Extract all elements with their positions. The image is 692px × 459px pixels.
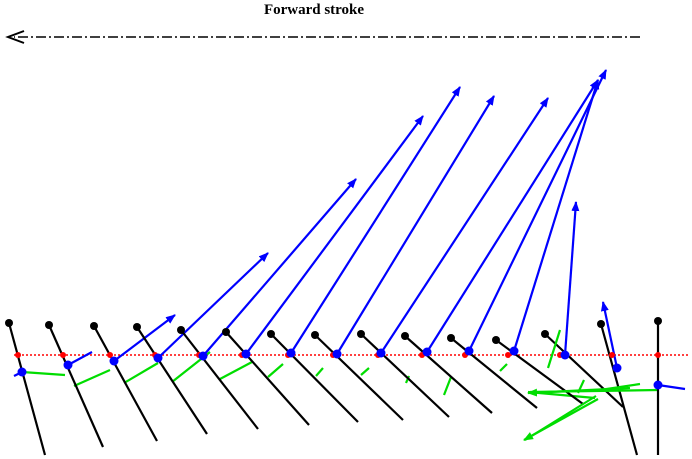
top-joint-marker xyxy=(357,330,365,338)
body-segment xyxy=(7,322,47,456)
body-segment xyxy=(544,333,624,408)
body-segment xyxy=(47,324,105,448)
body-segment xyxy=(404,335,493,414)
pivot-marker xyxy=(422,347,432,357)
frame-11 xyxy=(447,69,607,409)
pivot-marker xyxy=(286,348,296,358)
force-vector xyxy=(600,301,619,369)
pivot-marker xyxy=(509,346,519,356)
body-segment xyxy=(270,333,359,423)
body-segment xyxy=(180,329,259,430)
top-joint-marker xyxy=(492,336,500,344)
direction-arrow xyxy=(5,30,640,44)
reference-marker xyxy=(655,352,661,358)
top-joint-marker xyxy=(267,330,275,338)
force-vector xyxy=(657,383,686,391)
top-joint-marker xyxy=(597,320,605,328)
green-tick-2 xyxy=(599,382,641,392)
green-vector xyxy=(546,329,562,369)
frame-5 xyxy=(177,178,357,430)
pivot-marker xyxy=(63,360,73,370)
body-segment xyxy=(495,339,584,405)
green-vector xyxy=(123,362,159,384)
force-vector xyxy=(380,97,549,354)
pivot-marker xyxy=(464,346,474,356)
pivot-marker xyxy=(332,349,342,359)
top-joint-marker xyxy=(133,323,141,331)
reference-marker xyxy=(107,352,113,358)
top-joint-marker xyxy=(5,319,13,327)
force-vector xyxy=(157,252,269,359)
green-vector xyxy=(360,367,370,376)
top-joint-marker xyxy=(222,328,230,336)
frame-13 xyxy=(524,201,624,441)
green-vector xyxy=(267,363,284,378)
frame-1 xyxy=(5,319,66,456)
top-joint-marker xyxy=(541,330,549,338)
frame-7 xyxy=(267,86,461,423)
frame-15 xyxy=(529,317,686,455)
top-joint-marker xyxy=(90,322,98,330)
force-vector xyxy=(468,69,607,352)
pivot-marker xyxy=(241,349,251,359)
body-segment xyxy=(225,331,310,426)
frame-6 xyxy=(222,115,424,426)
pivot-marker xyxy=(153,353,163,363)
body-segment xyxy=(93,325,158,442)
top-joint-marker xyxy=(45,321,53,329)
direction-arrow-head xyxy=(5,30,25,44)
pivot-marker xyxy=(198,351,208,361)
body-segment xyxy=(314,334,404,421)
force-vector xyxy=(202,178,357,357)
body-segment xyxy=(136,326,208,435)
green-arrow-2 xyxy=(523,398,599,441)
pivot-marker xyxy=(109,356,119,366)
frame-10 xyxy=(401,79,599,414)
reference-marker xyxy=(505,352,511,358)
green-vector xyxy=(404,375,411,384)
force-vector xyxy=(336,95,495,355)
body-segment xyxy=(360,333,450,418)
green-vector xyxy=(315,367,324,377)
pivot-marker xyxy=(376,348,386,358)
frame-3 xyxy=(90,314,176,442)
frame-8 xyxy=(311,95,495,421)
frame-4 xyxy=(133,252,269,435)
force-vector xyxy=(67,351,93,366)
top-joint-marker xyxy=(311,331,319,339)
top-joint-marker xyxy=(447,334,455,342)
green-vector xyxy=(21,370,66,377)
body-segment xyxy=(450,337,538,409)
top-joint-marker xyxy=(401,332,409,340)
green-vector xyxy=(219,361,253,380)
force-vector xyxy=(563,201,580,356)
green-vector xyxy=(499,363,508,372)
stroke-frames xyxy=(5,69,686,456)
pivot-marker xyxy=(560,350,570,360)
green-vector xyxy=(442,376,453,396)
frame-2 xyxy=(45,321,111,448)
pivot-marker xyxy=(653,380,663,390)
top-joint-marker xyxy=(654,317,662,325)
reference-marker xyxy=(609,352,615,358)
force-vector xyxy=(290,86,461,354)
force-vector xyxy=(245,115,424,355)
green-tick-1 xyxy=(577,379,585,394)
reference-marker xyxy=(15,352,21,358)
force-vector xyxy=(426,79,599,353)
pivot-marker xyxy=(612,363,622,373)
force-vector xyxy=(512,79,600,352)
reference-marker xyxy=(60,352,66,358)
green-vector xyxy=(73,368,111,388)
pivot-marker xyxy=(17,367,27,377)
top-joint-marker xyxy=(177,326,185,334)
frame-9 xyxy=(357,97,549,418)
diagram-title: Forward stroke xyxy=(264,2,364,18)
